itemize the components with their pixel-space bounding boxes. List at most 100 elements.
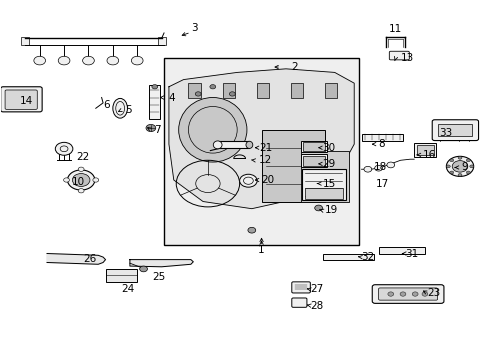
- Circle shape: [247, 227, 255, 233]
- Bar: [305, 188, 342, 199]
- Bar: [21, 37, 29, 45]
- Circle shape: [63, 178, 69, 182]
- Text: 4: 4: [168, 93, 175, 103]
- Text: 9: 9: [461, 162, 467, 172]
- Bar: [158, 37, 165, 45]
- Bar: [163, 58, 358, 244]
- Text: 23: 23: [427, 288, 440, 298]
- Bar: [303, 156, 325, 166]
- Circle shape: [58, 56, 70, 65]
- Circle shape: [93, 178, 99, 182]
- Circle shape: [146, 125, 156, 132]
- Circle shape: [457, 174, 461, 176]
- Bar: [303, 142, 325, 151]
- Text: 20: 20: [261, 175, 274, 185]
- Circle shape: [449, 159, 453, 162]
- Circle shape: [55, 142, 73, 155]
- FancyBboxPatch shape: [291, 282, 310, 293]
- Circle shape: [239, 174, 257, 187]
- FancyBboxPatch shape: [431, 120, 478, 140]
- Circle shape: [78, 167, 84, 171]
- FancyBboxPatch shape: [291, 298, 306, 307]
- Text: 2: 2: [290, 62, 297, 72]
- Circle shape: [446, 165, 449, 168]
- Bar: [222, 83, 234, 98]
- Bar: [300, 140, 327, 152]
- Bar: [217, 141, 249, 148]
- Text: 29: 29: [322, 159, 335, 169]
- Text: 27: 27: [310, 284, 323, 294]
- Circle shape: [451, 161, 467, 172]
- Bar: [322, 254, 373, 260]
- Circle shape: [209, 85, 215, 89]
- Text: 18: 18: [373, 162, 386, 172]
- Text: 25: 25: [152, 272, 165, 282]
- Circle shape: [107, 56, 119, 65]
- Ellipse shape: [213, 141, 222, 149]
- Polygon shape: [168, 69, 353, 209]
- Polygon shape: [47, 253, 105, 264]
- Bar: [325, 83, 336, 98]
- Circle shape: [387, 292, 393, 296]
- Text: 10: 10: [71, 177, 84, 187]
- Circle shape: [140, 266, 147, 272]
- Text: 16: 16: [422, 150, 435, 160]
- Text: 7: 7: [154, 125, 161, 135]
- Text: 3: 3: [190, 23, 197, 33]
- Bar: [105, 269, 137, 282]
- FancyBboxPatch shape: [0, 87, 42, 112]
- Ellipse shape: [178, 98, 246, 162]
- Text: 26: 26: [83, 254, 97, 264]
- Bar: [416, 145, 433, 155]
- Text: 19: 19: [325, 206, 338, 216]
- Ellipse shape: [113, 98, 127, 118]
- Bar: [290, 83, 303, 98]
- Text: 31: 31: [405, 248, 418, 258]
- Circle shape: [469, 165, 473, 168]
- Text: 12: 12: [259, 155, 272, 165]
- Circle shape: [195, 92, 201, 96]
- Circle shape: [466, 159, 469, 162]
- Circle shape: [421, 292, 427, 296]
- Text: 15: 15: [322, 179, 335, 189]
- Text: 32: 32: [361, 252, 374, 262]
- Circle shape: [72, 174, 90, 186]
- Circle shape: [457, 156, 461, 159]
- Bar: [302, 169, 345, 200]
- Bar: [361, 134, 402, 140]
- Circle shape: [67, 170, 95, 190]
- Text: 33: 33: [439, 129, 452, 138]
- Circle shape: [229, 92, 235, 96]
- Text: 17: 17: [375, 179, 388, 189]
- Bar: [261, 130, 325, 202]
- FancyBboxPatch shape: [378, 288, 437, 300]
- Circle shape: [446, 156, 473, 176]
- Circle shape: [466, 171, 469, 174]
- Text: 11: 11: [388, 24, 402, 35]
- Text: 30: 30: [322, 143, 335, 153]
- Bar: [300, 151, 348, 202]
- Circle shape: [152, 85, 158, 89]
- Ellipse shape: [245, 141, 252, 148]
- Circle shape: [363, 166, 371, 172]
- Bar: [378, 247, 424, 254]
- Text: 13: 13: [400, 53, 413, 63]
- Circle shape: [34, 56, 45, 65]
- FancyBboxPatch shape: [388, 51, 408, 60]
- Bar: [256, 83, 268, 98]
- Text: 8: 8: [378, 139, 385, 149]
- Text: 6: 6: [103, 100, 109, 110]
- Text: 24: 24: [121, 284, 134, 294]
- Text: 28: 28: [310, 301, 323, 311]
- Circle shape: [131, 56, 143, 65]
- Circle shape: [386, 162, 394, 168]
- FancyBboxPatch shape: [371, 285, 443, 303]
- Text: 1: 1: [258, 245, 264, 255]
- Text: 5: 5: [125, 105, 131, 115]
- FancyBboxPatch shape: [5, 90, 37, 109]
- Bar: [149, 85, 160, 119]
- Circle shape: [314, 205, 322, 211]
- Bar: [188, 83, 200, 98]
- Circle shape: [82, 56, 94, 65]
- Bar: [300, 154, 327, 167]
